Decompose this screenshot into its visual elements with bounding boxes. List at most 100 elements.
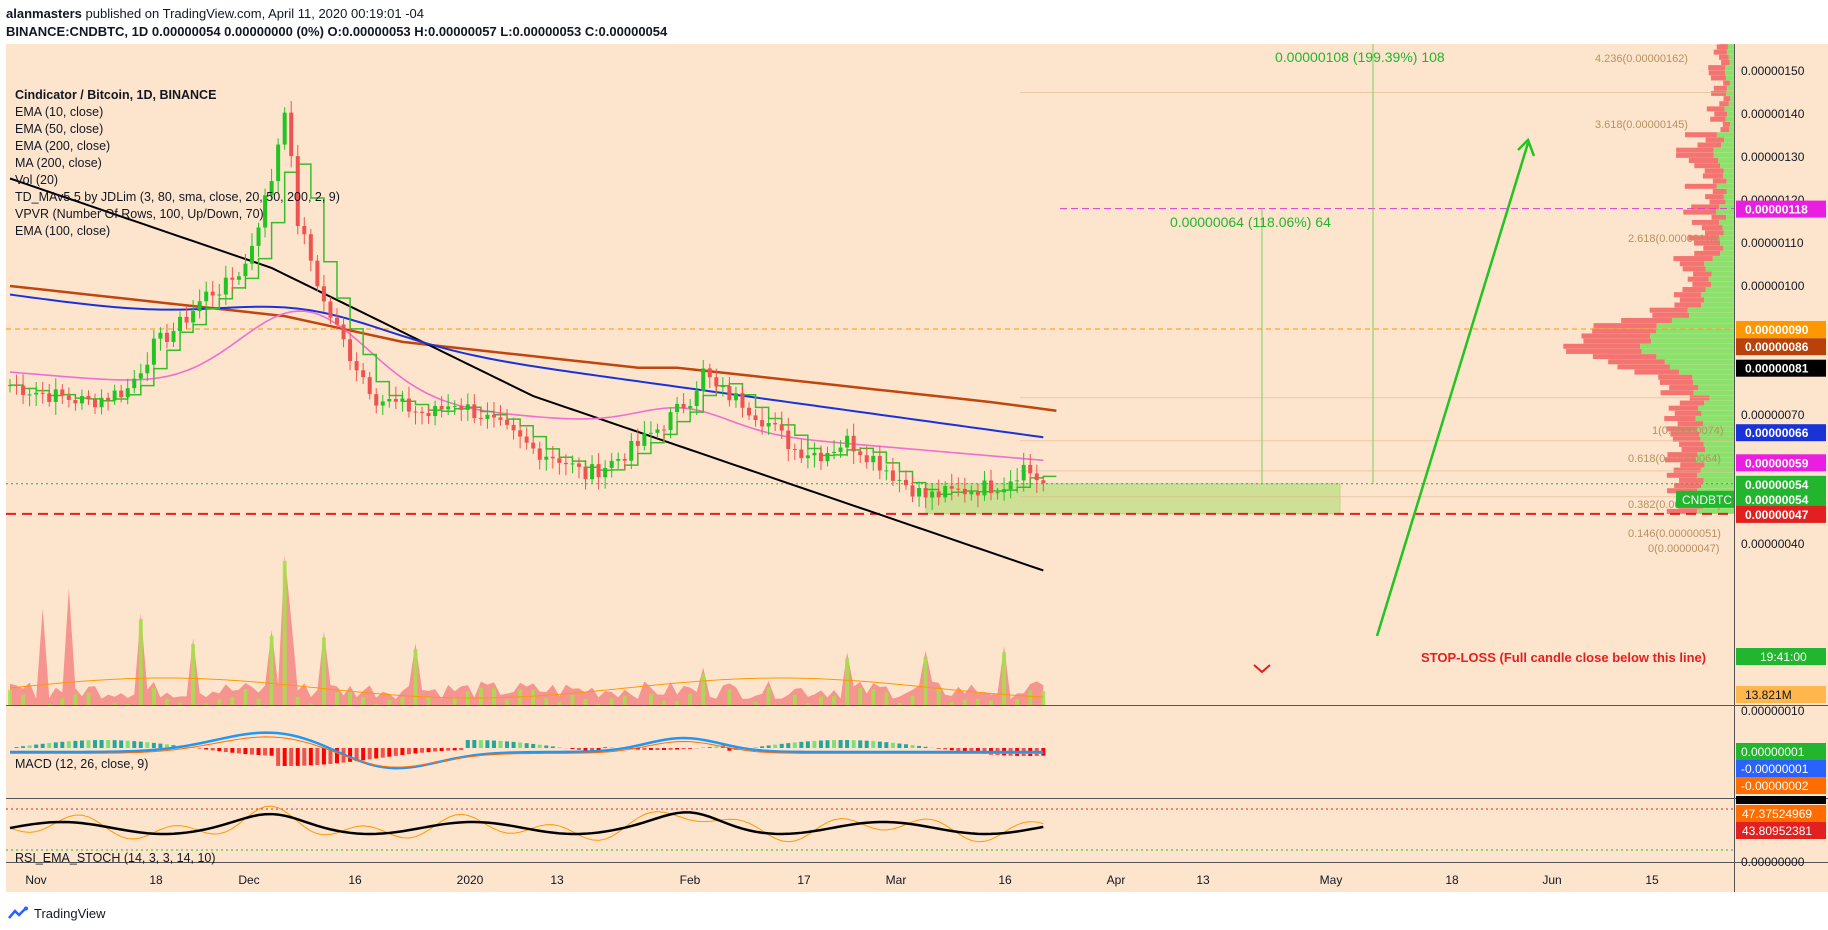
macd-histogram-bar — [505, 741, 510, 748]
vpvr-row-down — [1581, 333, 1651, 339]
macd-histogram-bar — [635, 748, 640, 750]
time-tick: Feb — [680, 873, 701, 887]
price-tag-label: 0.00000054 — [1745, 493, 1809, 507]
volume-bar — [557, 701, 562, 705]
candle-body — [374, 394, 379, 406]
candle-body — [243, 263, 248, 277]
price-tag-label: 0.00000118 — [1745, 203, 1808, 217]
vpvr-row-down — [1691, 204, 1720, 210]
main-pane[interactable] — [6, 44, 1734, 705]
tradingview-logo-icon[interactable] — [8, 906, 30, 922]
volume-bar — [8, 689, 12, 705]
legend-item[interactable]: EMA (10, close) — [15, 105, 104, 119]
vpvr-row-down — [1674, 410, 1702, 416]
vpvr-row-up — [1699, 431, 1734, 437]
legend-item[interactable]: MA (200, close) — [15, 156, 102, 170]
macd-histogram-bar — [282, 748, 287, 766]
volume-bar — [452, 697, 457, 705]
macd-histogram-bar — [570, 748, 575, 750]
macd-histogram-bar — [662, 748, 666, 750]
time-axis-bg[interactable] — [6, 862, 1828, 892]
candle-body — [263, 195, 268, 228]
time-tick: 13 — [550, 873, 564, 887]
vpvr-row-down — [1716, 44, 1728, 50]
candle-body — [616, 459, 621, 461]
volume-bar — [335, 692, 339, 705]
vpvr-row-up — [1700, 436, 1734, 442]
time-tick: Nov — [25, 873, 46, 887]
author-name[interactable]: alanmasters — [6, 6, 82, 21]
vpvr-row-down — [1672, 436, 1701, 442]
volume-bar — [478, 687, 483, 705]
volume-tag — [1736, 686, 1826, 703]
fib-label: 2.618(0.00000118) — [1628, 233, 1720, 245]
candle-body — [544, 456, 549, 460]
rsi-pane[interactable] — [6, 799, 1734, 862]
candle-body — [733, 393, 738, 401]
legend-title[interactable]: Cindicator / Bitcoin, 1D, BINANCE — [15, 88, 217, 102]
candle-body — [877, 455, 882, 471]
vpvr-row-up — [1730, 121, 1734, 127]
vpvr-row-down — [1693, 271, 1712, 277]
vpvr-row-up — [1695, 416, 1734, 422]
chart-canvas[interactable]: 0.00000108 (199.39%) 108 0.00000064 (118.… — [0, 44, 1828, 898]
candle-body — [164, 332, 169, 342]
candle-body — [230, 277, 235, 280]
macd-histogram-bar — [217, 748, 222, 752]
vpvr-row-down — [1664, 457, 1697, 463]
vpvr-row-down — [1719, 54, 1729, 60]
legend-item[interactable]: VPVR (Number Of Rows, 100, Up/Down, 70) — [15, 207, 264, 221]
price-tick: 0.00000130 — [1741, 150, 1805, 164]
candle-body — [420, 411, 425, 413]
macd-histogram-bar — [910, 745, 915, 748]
volume-bar — [871, 689, 876, 705]
macd-histogram-bar — [413, 748, 418, 754]
macd-histogram-bar — [838, 740, 843, 748]
macd-histogram-bar — [884, 742, 889, 748]
macd-histogram-bar — [485, 740, 490, 748]
candle-body — [838, 447, 843, 452]
vpvr-row-down — [1682, 266, 1706, 272]
legend-item[interactable]: EMA (200, close) — [15, 139, 111, 153]
legend-item[interactable]: EMA (100, close) — [15, 224, 111, 238]
vpvr-row-up — [1726, 49, 1734, 55]
rsi-legend[interactable]: RSI_EMA_STOCH (14, 3, 3, 14, 10) — [15, 851, 216, 865]
volume-ma-line — [9, 677, 1044, 699]
brand-name[interactable]: TradingView — [34, 906, 106, 921]
vpvr-row-down — [1592, 354, 1657, 360]
price-tag — [1736, 359, 1826, 377]
vpvr-row-up — [1728, 101, 1734, 107]
rsi-tag-label: 47.37524969 — [1742, 807, 1812, 821]
vpvr-row-down — [1688, 235, 1719, 241]
ema50-line — [9, 310, 1044, 462]
time-tick: 18 — [149, 873, 163, 887]
legend-item[interactable]: TD_MAv5.5 by JDLim (3, 80, sma, close, 2… — [15, 190, 340, 204]
vpvr-row-up — [1679, 369, 1734, 375]
candle-body — [40, 392, 45, 394]
volume-bar — [230, 696, 235, 705]
volume-bar — [60, 698, 65, 705]
vpvr-row-up — [1720, 250, 1734, 256]
volume-bar — [858, 687, 863, 705]
vpvr-row-up — [1689, 312, 1734, 318]
macd-legend[interactable]: MACD (12, 26, close, 9) — [15, 757, 149, 771]
macd-histogram-bar — [668, 748, 673, 750]
candle-body — [472, 404, 477, 419]
vpvr-row-down — [1593, 323, 1657, 329]
price-tag-label: 0.00000081 — [1745, 362, 1809, 376]
vpvr-row-up — [1718, 158, 1734, 164]
macd-histogram-bar — [406, 748, 411, 755]
candle-body — [505, 419, 510, 425]
vpvr-row-up — [1693, 390, 1734, 396]
candle-body — [400, 398, 405, 402]
time-axis[interactable]: Nov 18 Dec 16 2020 13 Feb 17 Mar 16 Apr 13 May 18 Jun 1… — [25, 873, 1659, 887]
candle-body — [276, 144, 281, 182]
price-axis-bg[interactable] — [1734, 44, 1828, 862]
price-axis[interactable]: 0.000001500.000001400.000001300.00000120… — [1676, 44, 1826, 869]
candle-body — [917, 487, 922, 497]
vpvr-row-down — [1708, 65, 1725, 71]
legend-item[interactable]: Vol (20) — [15, 173, 59, 187]
legend-item[interactable]: EMA (50, close) — [15, 122, 104, 136]
price-tag — [1736, 338, 1826, 356]
candle-body — [308, 234, 313, 261]
